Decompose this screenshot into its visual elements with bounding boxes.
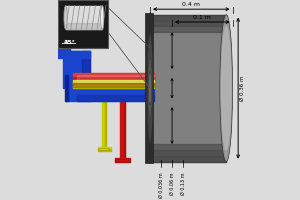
Ellipse shape	[148, 57, 152, 119]
Bar	[146, 13, 153, 163]
Ellipse shape	[64, 6, 67, 29]
Ellipse shape	[148, 72, 152, 105]
Ellipse shape	[116, 159, 129, 162]
Ellipse shape	[146, 13, 154, 163]
Text: Ø 0.036 m: Ø 0.036 m	[158, 173, 164, 198]
Text: Ø 0.06 m: Ø 0.06 m	[169, 173, 175, 195]
Ellipse shape	[100, 6, 104, 29]
Bar	[150, 15, 226, 162]
Text: 0.4 m: 0.4 m	[182, 2, 200, 7]
Text: Ø 0.36 m: Ø 0.36 m	[240, 75, 245, 101]
Text: Ø 0.13 m: Ø 0.13 m	[181, 173, 186, 195]
Bar	[58, 0, 108, 48]
Ellipse shape	[147, 33, 153, 143]
Text: 0.1 m: 0.1 m	[194, 15, 211, 20]
Ellipse shape	[221, 26, 232, 151]
Ellipse shape	[98, 149, 110, 151]
Ellipse shape	[220, 15, 233, 162]
Text: 45°: 45°	[64, 40, 76, 45]
